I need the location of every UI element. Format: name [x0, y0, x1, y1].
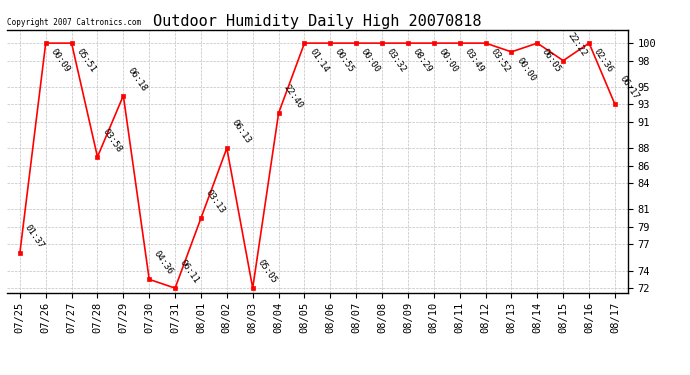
Text: 22:40: 22:40 [282, 83, 304, 110]
Text: 03:52: 03:52 [489, 47, 511, 75]
Text: 06:05: 06:05 [540, 47, 563, 75]
Text: 01:37: 01:37 [23, 223, 46, 251]
Text: 05:51: 05:51 [75, 47, 97, 75]
Text: Copyright 2007 Caltronics.com: Copyright 2007 Caltronics.com [7, 18, 141, 27]
Text: 08:29: 08:29 [411, 47, 433, 75]
Title: Outdoor Humidity Daily High 20070818: Outdoor Humidity Daily High 20070818 [153, 14, 482, 29]
Text: 00:55: 00:55 [333, 47, 356, 75]
Text: 03:32: 03:32 [385, 47, 408, 75]
Text: 00:09: 00:09 [48, 47, 71, 75]
Text: 06:17: 06:17 [618, 74, 640, 102]
Text: 03:58: 03:58 [100, 127, 123, 154]
Text: 04:36: 04:36 [152, 249, 175, 277]
Text: 22:22: 22:22 [566, 31, 589, 58]
Text: 00:00: 00:00 [359, 47, 382, 75]
Text: 00:00: 00:00 [514, 56, 537, 83]
Text: 06:11: 06:11 [178, 258, 201, 285]
Text: 06:18: 06:18 [126, 66, 149, 93]
Text: 03:49: 03:49 [462, 47, 485, 75]
Text: 00:00: 00:00 [437, 47, 460, 75]
Text: 02:36: 02:36 [592, 47, 615, 75]
Text: 06:13: 06:13 [230, 118, 253, 146]
Text: 03:13: 03:13 [204, 188, 226, 215]
Text: 01:14: 01:14 [307, 47, 330, 75]
Text: 05:05: 05:05 [255, 258, 278, 285]
